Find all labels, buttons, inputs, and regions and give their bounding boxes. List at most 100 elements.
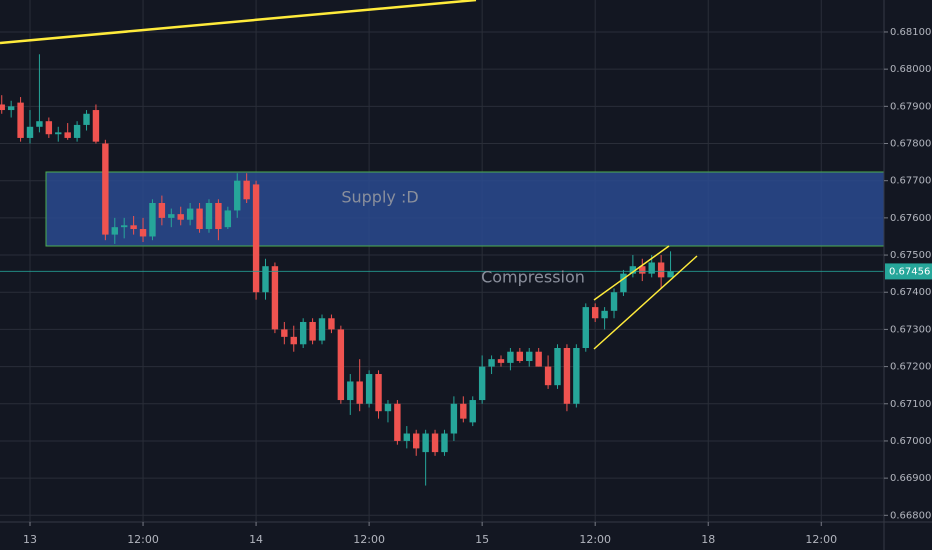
candle-body — [497, 359, 505, 363]
supply-zone — [45, 171, 885, 247]
candle-body — [130, 225, 137, 230]
candle-body — [403, 433, 410, 441]
y-tick-label: 0.66900 — [890, 473, 931, 484]
candle-body — [73, 124, 81, 138]
candle-body — [488, 359, 495, 367]
candle-body — [422, 433, 429, 453]
candle-body — [431, 433, 439, 453]
annotation: Compression — [481, 268, 585, 287]
candle-body — [535, 351, 542, 367]
candle-body — [639, 266, 646, 274]
candle-body — [375, 374, 382, 412]
candle-body — [102, 143, 109, 235]
candle-body — [186, 208, 194, 220]
axes: 0.66800 0.66900 0.67000 0.67100 0.67200 0.673… — [23, 27, 932, 546]
last-price-box — [885, 263, 932, 280]
last-price-label: 0.67456 — [889, 266, 930, 277]
candle-body — [544, 366, 552, 386]
candle-body — [177, 214, 184, 220]
candle-body — [281, 329, 288, 337]
candle-body — [591, 307, 599, 319]
candle-body — [26, 126, 34, 138]
x-tick-label: 18 — [701, 533, 715, 546]
candle-body — [299, 321, 307, 345]
candle-body — [582, 307, 589, 348]
candle-body — [573, 348, 580, 404]
x-tick-label: 12:00 — [805, 533, 837, 546]
candle-body — [64, 132, 71, 138]
candle-body — [347, 381, 354, 401]
y-tick-label: 0.68000 — [890, 64, 931, 75]
candle-body — [667, 271, 674, 278]
y-tick-label: 0.67000 — [890, 436, 931, 447]
y-tick-label: 0.67100 — [890, 399, 931, 410]
candle-body — [657, 262, 665, 278]
trend-line — [0, 0, 477, 45]
x-tick-label: 12:00 — [579, 533, 611, 546]
candle-body — [17, 102, 24, 138]
candle-body — [120, 225, 128, 228]
candle-body — [149, 203, 156, 237]
candle-body — [526, 351, 533, 362]
x-tick-label: 15 — [475, 533, 489, 546]
candle-body — [629, 266, 637, 274]
candle-body — [648, 262, 655, 274]
candle-body — [205, 203, 213, 230]
candle-body — [601, 310, 608, 319]
candle-body — [450, 403, 458, 434]
channel-line — [593, 255, 698, 350]
y-tick-label: 0.67200 — [890, 362, 931, 373]
candle-body — [252, 184, 260, 293]
candle-body — [215, 203, 222, 230]
candle-body — [0, 104, 5, 111]
candle-body — [290, 336, 297, 345]
x-tick-label: 14 — [249, 533, 263, 546]
candle-body — [55, 132, 62, 135]
candle-body — [554, 348, 561, 386]
candle-body — [168, 214, 175, 218]
candle-body — [328, 318, 335, 330]
x-tick-label: 12:00 — [127, 533, 159, 546]
candle-body — [441, 433, 448, 453]
candle-body — [83, 113, 90, 125]
candle-body — [309, 321, 316, 341]
y-tick-label: 0.67700 — [890, 176, 931, 187]
candle-body — [507, 351, 514, 363]
candle-body — [262, 266, 269, 293]
y-tick-label: 0.67900 — [890, 101, 931, 112]
candle-body — [478, 366, 486, 401]
candle-body — [563, 348, 571, 404]
candle-body — [384, 403, 392, 412]
candle-body — [620, 273, 627, 293]
candle-body — [318, 318, 326, 341]
candles — [0, 54, 884, 486]
candle-body — [356, 381, 363, 404]
y-tick-label: 0.66800 — [890, 510, 931, 521]
candle-body — [36, 121, 43, 127]
candle-body — [111, 227, 118, 235]
candle-body — [460, 403, 467, 419]
candle-body — [516, 351, 524, 362]
y-tick-label: 0.67400 — [890, 287, 931, 298]
annotation: Supply :D — [341, 188, 418, 207]
candle-body — [158, 203, 166, 218]
candle-body — [243, 180, 250, 200]
candle-body — [45, 121, 53, 135]
candle-body — [139, 229, 147, 237]
candle-body — [610, 292, 618, 311]
candle-body — [224, 210, 232, 228]
candle-body — [7, 106, 15, 111]
candle-body — [469, 400, 476, 423]
candle-body — [365, 374, 373, 404]
channel-line — [593, 245, 670, 301]
y-tick-label: 0.67800 — [890, 139, 931, 150]
candle-body — [394, 403, 401, 441]
candle-body — [196, 208, 203, 230]
y-tick-label: 0.67300 — [890, 324, 931, 335]
candle-body — [413, 433, 420, 449]
y-tick-label: 0.68100 — [890, 27, 931, 38]
candle-body — [92, 110, 100, 142]
y-tick-label: 0.67500 — [890, 250, 931, 261]
